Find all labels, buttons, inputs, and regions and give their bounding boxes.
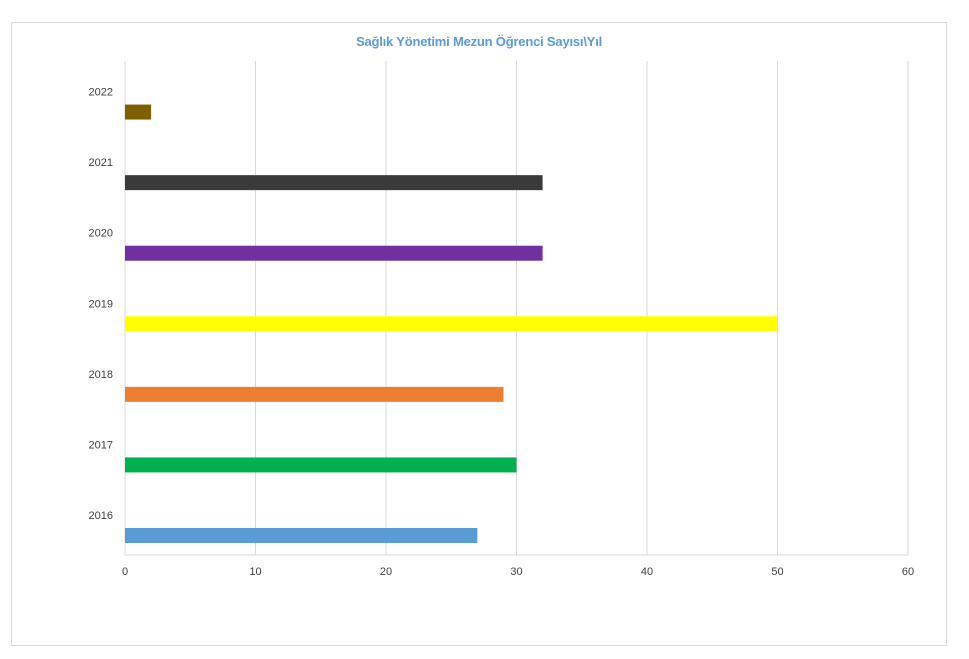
chart-title: Sağlık Yönetimi Mezun Öğrenci Sayısı\Yıl bbox=[355, 34, 603, 49]
x-tick-label: 0 bbox=[122, 566, 128, 578]
y-tick-label: 2022 bbox=[89, 87, 113, 99]
y-tick-label: 2016 bbox=[89, 510, 113, 522]
bar-2017[interactable] bbox=[125, 457, 517, 473]
x-tick-label: 50 bbox=[771, 566, 783, 578]
y-tick-label: 2017 bbox=[89, 439, 113, 451]
y-tick-label: 2020 bbox=[89, 228, 113, 240]
bar-2016[interactable] bbox=[125, 528, 478, 543]
y-tick-label: 2021 bbox=[89, 157, 113, 169]
bar-2019[interactable] bbox=[125, 316, 778, 332]
y-tick-label: 2019 bbox=[89, 298, 113, 310]
bar-2018[interactable] bbox=[125, 386, 504, 402]
x-tick-label: 40 bbox=[641, 566, 653, 578]
x-tick-label: 20 bbox=[380, 566, 392, 578]
x-tick-label: 30 bbox=[510, 566, 522, 578]
x-tick-label: 10 bbox=[249, 566, 261, 578]
bar-2021[interactable] bbox=[125, 175, 543, 191]
bar-2022[interactable] bbox=[125, 104, 152, 120]
x-tick-label: 60 bbox=[902, 566, 914, 578]
bar-2020[interactable] bbox=[125, 245, 543, 261]
y-tick-label: 2018 bbox=[89, 369, 113, 381]
